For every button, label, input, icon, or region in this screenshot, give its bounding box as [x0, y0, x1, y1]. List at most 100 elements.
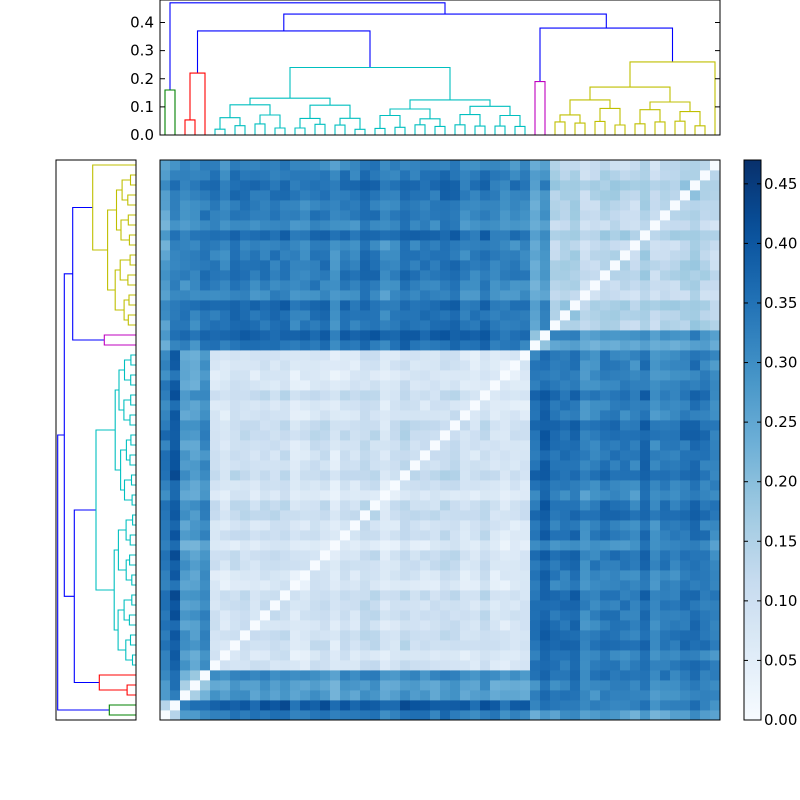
- dendrogram-link: [125, 639, 133, 661]
- heatmap-cell: [300, 230, 311, 241]
- heatmap-cell: [260, 400, 271, 411]
- heatmap-cell: [710, 180, 721, 191]
- heatmap-cell: [680, 290, 691, 301]
- heatmap-cell: [670, 640, 681, 651]
- heatmap-cell: [530, 390, 541, 401]
- colorbar-tick-label: 0.20: [764, 473, 797, 491]
- heatmap-cell: [370, 540, 381, 551]
- heatmap-cell: [390, 210, 401, 221]
- heatmap-cell: [640, 510, 651, 521]
- heatmap-cell: [350, 210, 361, 221]
- heatmap-cell: [630, 340, 641, 351]
- heatmap-cell: [210, 270, 221, 281]
- heatmap-cell: [280, 340, 291, 351]
- heatmap-cell: [480, 630, 491, 641]
- heatmap-cell: [620, 680, 631, 691]
- heatmap-cell: [380, 340, 391, 351]
- heatmap-cell: [520, 460, 531, 471]
- heatmap-cell: [170, 310, 181, 321]
- heatmap-cell: [630, 330, 641, 341]
- heatmap-cell: [510, 170, 521, 181]
- heatmap-cell: [350, 270, 361, 281]
- heatmap-cell: [460, 380, 471, 391]
- heatmap-cell: [190, 220, 201, 231]
- heatmap-cell: [160, 450, 171, 461]
- heatmap-cell: [170, 700, 181, 711]
- heatmap-cell: [240, 210, 251, 221]
- heatmap-cell: [590, 570, 601, 581]
- heatmap-cell: [570, 270, 581, 281]
- heatmap-cell: [710, 690, 721, 701]
- heatmap-cell: [430, 260, 441, 271]
- heatmap-cell: [680, 310, 691, 321]
- heatmap-cell: [630, 680, 641, 691]
- heatmap-cell: [550, 410, 561, 421]
- heatmap-cell: [580, 710, 591, 721]
- heatmap-cell: [320, 430, 331, 441]
- heatmap-cell: [510, 480, 521, 491]
- heatmap-cell: [530, 380, 541, 391]
- heatmap-cell: [300, 400, 311, 411]
- heatmap-cell: [170, 240, 181, 251]
- heatmap-cell: [480, 590, 491, 601]
- heatmap-cell: [290, 650, 301, 661]
- heatmap-cell: [430, 420, 441, 431]
- heatmap-cell: [370, 380, 381, 391]
- heatmap-cell: [670, 350, 681, 361]
- heatmap-cell: [650, 620, 661, 631]
- heatmap-cell: [690, 450, 701, 461]
- heatmap-cell: [200, 280, 211, 291]
- heatmap-cell: [400, 380, 411, 391]
- heatmap-cell: [410, 310, 421, 321]
- heatmap-cell: [520, 360, 531, 371]
- heatmap-cell: [410, 200, 421, 211]
- dendrogram-link: [73, 509, 100, 684]
- heatmap-cell: [530, 180, 541, 191]
- heatmap-cell: [550, 700, 561, 711]
- heatmap-cell: [290, 320, 301, 331]
- heatmap-cell: [530, 630, 541, 641]
- heatmap-cell: [480, 580, 491, 591]
- dendrogram-link: [459, 114, 481, 127]
- dendrogram-link: [539, 27, 674, 82]
- heatmap-cell: [180, 500, 191, 511]
- heatmap-cell: [470, 410, 481, 421]
- heatmap-cell: [170, 450, 181, 461]
- heatmap-cell: [360, 350, 371, 361]
- heatmap-cell: [370, 400, 381, 411]
- heatmap-cell: [450, 640, 461, 651]
- heatmap-cell: [520, 210, 531, 221]
- heatmap-cell: [470, 420, 481, 431]
- heatmap-cell: [230, 630, 241, 641]
- heatmap-cell: [630, 280, 641, 291]
- heatmap-cell: [420, 570, 431, 581]
- heatmap-cell: [670, 170, 681, 181]
- heatmap-cell: [320, 350, 331, 361]
- heatmap-cell: [700, 480, 711, 491]
- heatmap-cell: [310, 350, 321, 361]
- heatmap-cell: [310, 520, 321, 531]
- heatmap-cell: [440, 300, 451, 311]
- heatmap-cell: [570, 520, 581, 531]
- heatmap-cell: [200, 480, 211, 491]
- heatmap-cell: [680, 660, 691, 671]
- heatmap-cell: [560, 550, 571, 561]
- heatmap-cell: [300, 180, 311, 191]
- heatmap-cell: [280, 320, 291, 331]
- heatmap-cell: [640, 470, 651, 481]
- heatmap-cell: [300, 300, 311, 311]
- heatmap-cell: [520, 470, 531, 481]
- heatmap-cell: [410, 410, 421, 421]
- heatmap-cell: [200, 240, 211, 251]
- heatmap-cell: [260, 420, 271, 431]
- heatmap-cell: [200, 710, 211, 721]
- heatmap-cell: [210, 330, 221, 341]
- heatmap-cell: [360, 390, 371, 401]
- heatmap-cell: [280, 520, 291, 531]
- heatmap-cell: [380, 200, 391, 211]
- heatmap-cell: [390, 490, 401, 501]
- heatmap-cell: [410, 450, 421, 461]
- heatmap-cell: [260, 390, 271, 401]
- heatmap-cell: [610, 290, 621, 301]
- heatmap-cell: [170, 390, 181, 401]
